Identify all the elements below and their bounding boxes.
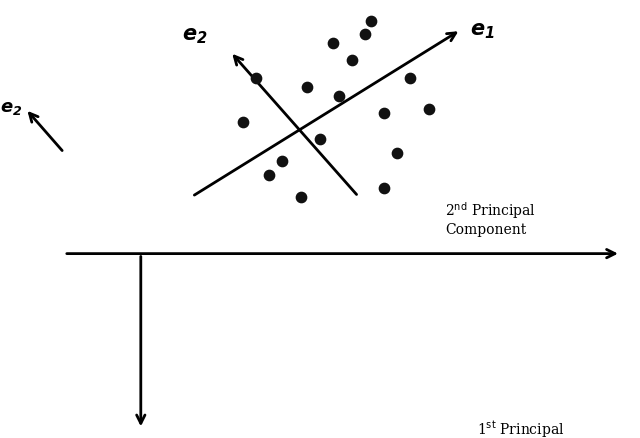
Point [360,32,370,39]
Text: 1$^{\mathrm{st}}$ Principal
Component: 1$^{\mathrm{st}}$ Principal Component [477,418,564,438]
Point [264,172,274,179]
Point [328,40,338,47]
Point [251,75,261,82]
Point [296,194,306,201]
Point [334,93,344,100]
Text: $\mathbfit{e_1}$: $\mathbfit{e_1}$ [470,21,495,41]
Point [347,58,357,65]
Point [379,110,389,117]
Text: $\mathbfit{e_2}$: $\mathbfit{e_2}$ [182,26,208,46]
Text: 2$^{\mathrm{nd}}$ Principal
Component: 2$^{\mathrm{nd}}$ Principal Component [445,199,536,237]
Point [392,150,402,157]
Point [404,75,415,82]
Point [315,137,325,144]
Point [379,185,389,192]
Point [238,119,248,126]
Point [424,106,434,113]
Point [302,84,312,91]
Text: $\mathbfit{e_2}$: $\mathbfit{e_2}$ [0,98,22,117]
Point [276,159,287,166]
Point [366,18,376,25]
